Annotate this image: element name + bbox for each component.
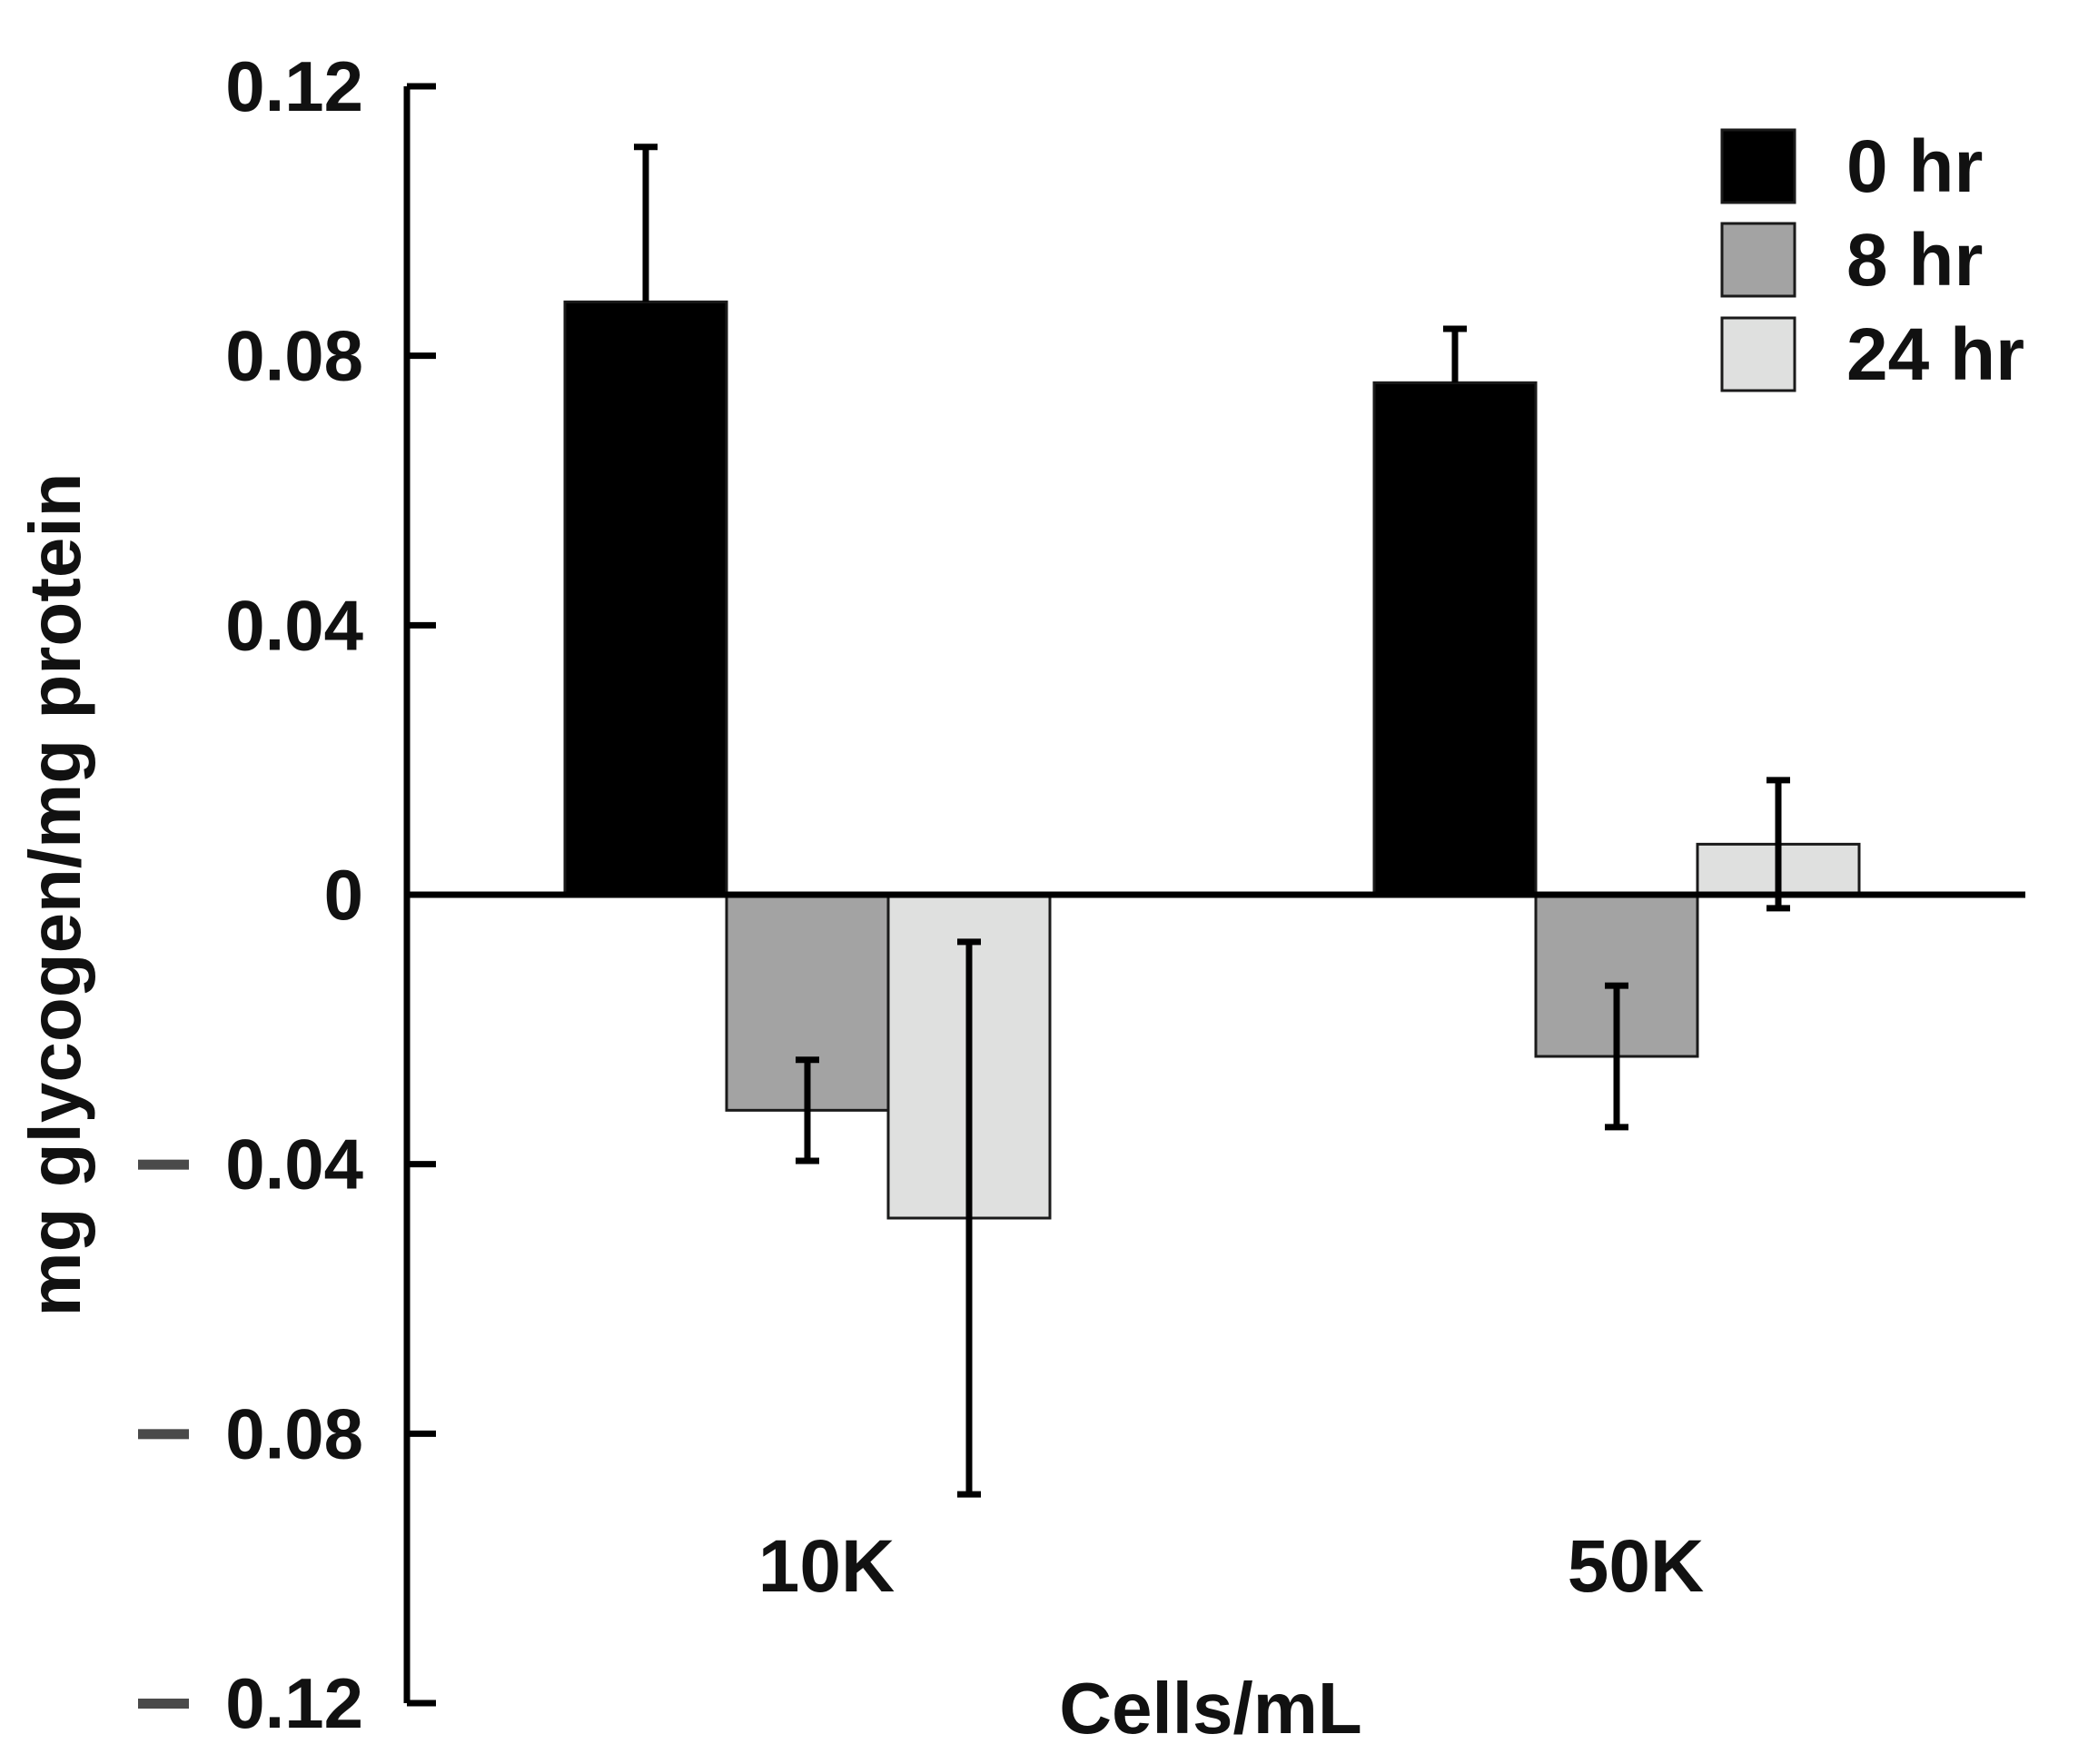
y-tick-label: 0.12 <box>225 1663 363 1743</box>
y-tick-negative-sign <box>138 1429 189 1440</box>
y-tick-label: 0.04 <box>225 1125 363 1204</box>
y-tick-label: 0.04 <box>225 585 363 665</box>
labels: 0.12 0.08 0.04 0 0.04 0.08 0.12 10K 50K Cells/mL m… <box>15 46 1704 1749</box>
legend: 0 hr 8 hr 24 hr <box>1720 125 2024 396</box>
y-axis-title: mg glycogen/mg protein <box>15 473 95 1317</box>
error-bars <box>634 144 1790 1498</box>
legend-swatch <box>1720 128 1796 204</box>
y-tick-label: 0.08 <box>225 316 363 396</box>
y-tick-negative-sign <box>138 1699 189 1709</box>
legend-swatch <box>1720 316 1796 392</box>
y-tick-label: 0.08 <box>225 1393 363 1473</box>
legend-label: 24 hr <box>1846 313 2024 396</box>
legend-swatch <box>1720 222 1796 298</box>
legend-label: 8 hr <box>1846 219 1983 302</box>
y-tick-negative-sign <box>138 1159 189 1170</box>
x-category-label: 50K <box>1568 1525 1704 1608</box>
x-axis-title: Cells/mL <box>1059 1668 1361 1749</box>
legend-label: 0 hr <box>1846 125 1983 208</box>
y-tick-label: 0.12 <box>225 46 363 126</box>
y-tick-label: 0 <box>324 855 363 935</box>
bars <box>563 300 1861 1220</box>
bar <box>563 300 728 897</box>
x-category-label: 10K <box>758 1525 895 1608</box>
bar <box>1372 381 1538 897</box>
